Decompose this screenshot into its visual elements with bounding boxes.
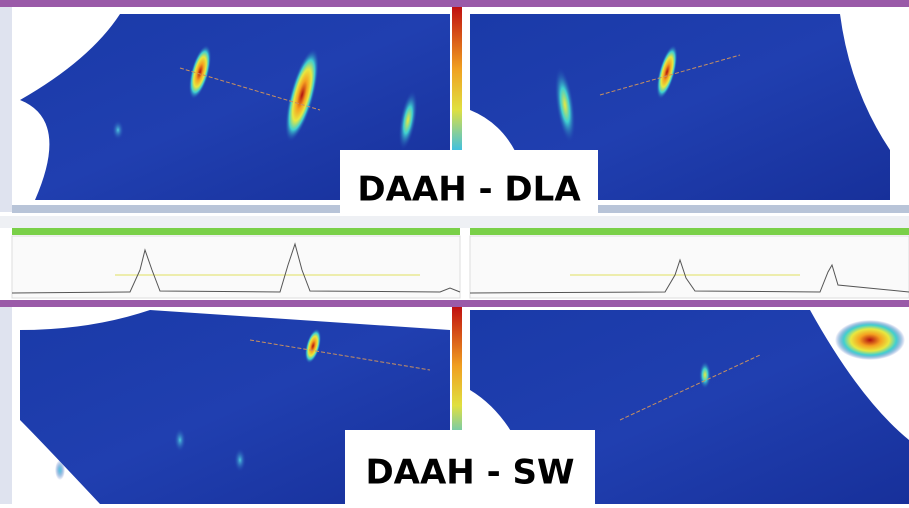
scan-label: DAAH - DLA xyxy=(357,170,581,210)
side-bar xyxy=(0,7,12,212)
title-bar xyxy=(0,0,909,7)
scan-label: DAAH - SW xyxy=(365,453,574,493)
ut-screens: DAAH - DLA DAAH - SW xyxy=(0,0,909,504)
top-panels: DAAH - DLA xyxy=(0,0,909,216)
a-scan-strip xyxy=(0,216,909,298)
bottom-panels: DAAH - SW xyxy=(0,300,909,504)
